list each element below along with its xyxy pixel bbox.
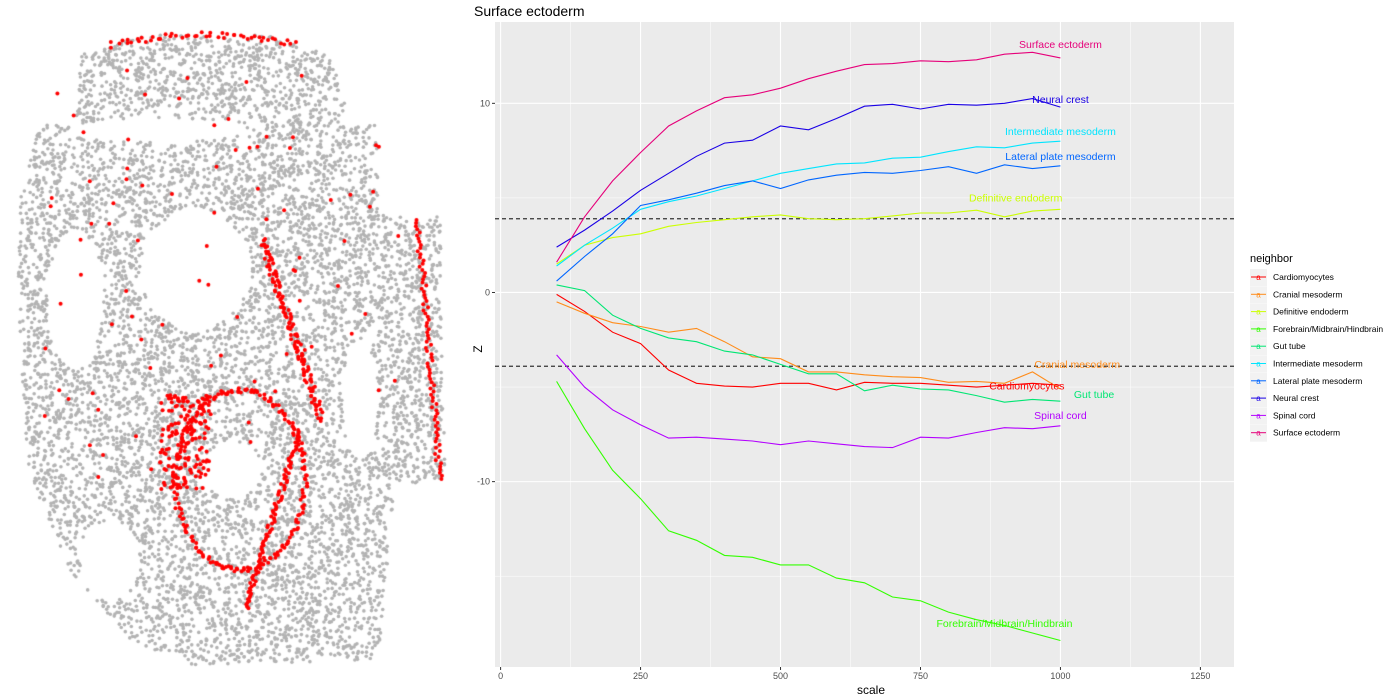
series-label: Gut tube: [1074, 389, 1114, 401]
legend-title: neighbor: [1250, 253, 1293, 265]
y-tick-label: 0: [485, 287, 490, 297]
series-label: Spinal cord: [1034, 410, 1087, 422]
legend-key-glyph: a: [1256, 377, 1261, 386]
spatial-cell-map: [0, 0, 470, 700]
legend-key-glyph: a: [1256, 394, 1261, 403]
legend-key-glyph: a: [1256, 429, 1261, 438]
x-tick-label: 1000: [1050, 671, 1070, 681]
y-tick-label: 10: [480, 98, 490, 108]
x-tick-label: 750: [913, 671, 928, 681]
series-label: Cardiomyocytes: [989, 381, 1064, 393]
series-line: [556, 354, 1061, 449]
x-tick-label: 500: [773, 671, 788, 681]
legend-label: Neural crest: [1273, 393, 1319, 403]
legend-key-glyph: a: [1256, 290, 1261, 299]
series-label: Lateral plate mesoderm: [1005, 151, 1116, 163]
series-line: [556, 381, 1061, 642]
legend: a Cardiomyocytes a Cranial mesoderm a Definit…: [1250, 269, 1383, 442]
series-label: Forebrain/Midbrain/Hindbrain: [936, 618, 1072, 630]
x-tick-label: 250: [633, 671, 648, 681]
series-line: [556, 208, 1061, 265]
legend-label: Intermediate mesoderm: [1273, 359, 1363, 369]
legend-label: Surface ectoderm: [1273, 428, 1340, 438]
series-label: Neural crest: [1032, 94, 1089, 106]
series-label: Surface ectoderm: [1019, 39, 1102, 51]
x-tick-label: 0: [498, 671, 503, 681]
legend-label: Gut tube: [1273, 341, 1306, 351]
plot-panel: [495, 22, 1234, 667]
x-tick-label: 1250: [1190, 671, 1210, 681]
legend-label: Cranial mesoderm: [1273, 289, 1342, 299]
legend-label: Lateral plate mesoderm: [1273, 376, 1362, 386]
series-label: Definitive endoderm: [969, 192, 1063, 204]
series-line: [556, 301, 1061, 390]
legend-key-glyph: a: [1256, 411, 1261, 420]
legend-label: Forebrain/Midbrain/Hindbrain: [1273, 324, 1383, 334]
legend-label: Spinal cord: [1273, 410, 1316, 420]
legend-label: Definitive endoderm: [1273, 307, 1349, 317]
x-axis-title: scale: [857, 683, 885, 697]
series-line: [556, 98, 1061, 248]
chart-title: Surface ectoderm: [474, 3, 585, 19]
legend-key-glyph: a: [1256, 325, 1261, 334]
legend-key-glyph: a: [1256, 342, 1261, 351]
series-label: Cranial mesoderm: [1034, 359, 1120, 371]
y-tick-label: -10: [477, 477, 490, 487]
legend-key-glyph: a: [1256, 360, 1261, 369]
legend-key-glyph: a: [1256, 308, 1261, 317]
legend-label: Cardiomyocytes: [1273, 272, 1334, 282]
series-line: [556, 51, 1061, 263]
series-line: [556, 293, 1061, 391]
legend-key-glyph: a: [1256, 273, 1261, 282]
series-line: [556, 140, 1061, 267]
y-axis-title: Z: [471, 345, 485, 352]
series-line: [556, 284, 1061, 403]
series-label: Intermediate mesoderm: [1005, 126, 1116, 138]
series-line: [556, 164, 1061, 282]
